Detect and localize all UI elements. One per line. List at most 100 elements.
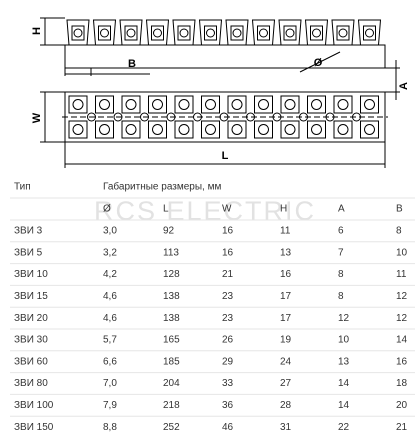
cell (121, 95, 141, 114)
dim-l: L (222, 150, 229, 162)
cell: 12 (338, 313, 350, 324)
screw (232, 28, 242, 38)
cell: 17 (280, 313, 292, 324)
screw (337, 124, 349, 135)
cell (174, 120, 194, 139)
column-header: B (396, 204, 403, 215)
cell: 28 (280, 400, 292, 411)
cell: 11 (396, 269, 407, 280)
screw (153, 28, 162, 38)
dim-line (299, 51, 341, 73)
hole (140, 112, 149, 122)
cell: 20 (396, 400, 408, 411)
cell: 4,6 (103, 313, 117, 324)
body-side (64, 44, 386, 69)
cell: 17 (280, 291, 292, 302)
dim-b: B (128, 58, 136, 70)
clamp-window (230, 25, 244, 41)
technical-drawing: H B Ø A W L (31, 17, 410, 168)
clamp-window (151, 25, 164, 41)
dim-diameter: Ø (314, 57, 323, 69)
cell: 33 (222, 378, 234, 389)
cell (280, 95, 300, 114)
screw (72, 99, 84, 110)
type-cell: ЗВИ 10 (14, 269, 48, 280)
cell: 6,6 (103, 356, 117, 367)
screw (311, 99, 322, 110)
screw (205, 99, 216, 110)
clamp-tower (172, 19, 196, 46)
cell: 12 (396, 291, 408, 302)
cell (201, 120, 220, 139)
cell (121, 120, 141, 139)
clamp-tower (331, 19, 355, 46)
dim-a: A (398, 82, 410, 90)
type-cell: ЗВИ 150 (14, 422, 54, 433)
type-header: Тип (14, 182, 31, 193)
clamp-window (310, 25, 323, 41)
table: Ø L W H A B ЗВИ 3 3,0 92 16 11 6 8 ЗВИ 5 3,2 113 16 13 7 10… (10, 197, 415, 433)
clamp-window (204, 25, 217, 41)
screw (100, 28, 109, 38)
hole (299, 112, 308, 122)
type-cell: ЗВИ 5 (14, 247, 43, 258)
clamp-window (363, 25, 376, 41)
cell: 7 (338, 247, 344, 258)
clamp-tower (145, 19, 170, 46)
cell: 8,8 (103, 422, 117, 433)
cell: 16 (280, 269, 292, 280)
cell: 14 (396, 335, 408, 346)
clamp-window (177, 25, 191, 41)
type-cell: ЗВИ 15 (14, 291, 48, 302)
cell: 128 (163, 269, 180, 280)
hole (113, 112, 123, 122)
clamp-tower (225, 19, 249, 46)
cell: 204 (163, 378, 180, 389)
screw (258, 99, 269, 110)
cell (254, 95, 273, 114)
cell: 16 (222, 247, 234, 258)
hole (166, 112, 176, 122)
cell: 3,0 (103, 226, 117, 237)
cell: 14 (338, 378, 350, 389)
screw (205, 124, 216, 135)
cell: 4,2 (103, 269, 117, 280)
cell: 18 (396, 378, 408, 389)
hole (352, 112, 361, 122)
cell: 8 (338, 291, 344, 302)
cell: 21 (222, 269, 234, 280)
cell: 23 (222, 313, 234, 324)
cell: 29 (222, 356, 234, 367)
screw (258, 124, 269, 135)
screw (312, 28, 321, 38)
screw (125, 99, 137, 110)
cell: 13 (338, 356, 350, 367)
screw (178, 99, 190, 110)
cell: 27 (280, 378, 292, 389)
clamp-tower (198, 19, 223, 46)
screw (285, 28, 295, 38)
screw (338, 28, 348, 38)
cell (333, 120, 353, 139)
screw (206, 28, 215, 38)
clamp-window (124, 25, 138, 41)
clamp-window (283, 25, 297, 41)
cell: 22 (338, 422, 350, 433)
column-header: L (163, 204, 169, 215)
cell: 13 (280, 247, 292, 258)
cell: 14 (338, 400, 350, 411)
clamp-tower (66, 19, 90, 46)
clamp-tower (304, 19, 329, 46)
screw (231, 99, 243, 110)
type-cell: ЗВИ 60 (14, 356, 48, 367)
cell (227, 120, 247, 139)
hole (246, 112, 255, 122)
cell: 11 (280, 226, 291, 237)
cell: 138 (163, 291, 180, 302)
clamp-window (98, 25, 111, 41)
cell: 36 (222, 400, 234, 411)
cell: 7,0 (103, 378, 117, 389)
screw (178, 124, 190, 135)
cell: 31 (280, 422, 292, 433)
